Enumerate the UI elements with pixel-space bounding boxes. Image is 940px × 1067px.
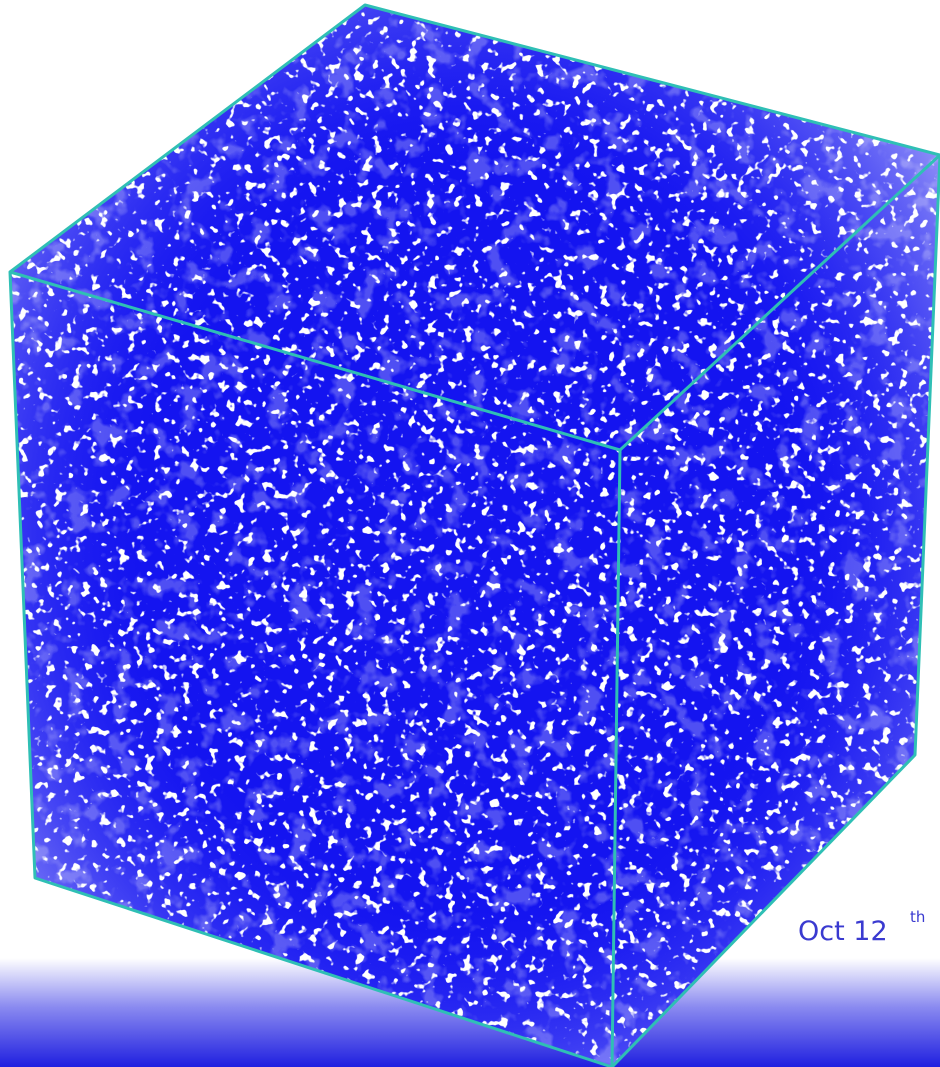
particle-cloud	[0, 0, 940, 1067]
slide: Oct 12 th	[0, 0, 940, 1067]
particle-voids-large	[0, 0, 940, 1067]
date-suffix: th	[910, 908, 925, 926]
page: {"date": {"text": "Oct 12", "suffix": "t…	[0, 0, 940, 1067]
date-text: Oct 12	[798, 916, 888, 947]
